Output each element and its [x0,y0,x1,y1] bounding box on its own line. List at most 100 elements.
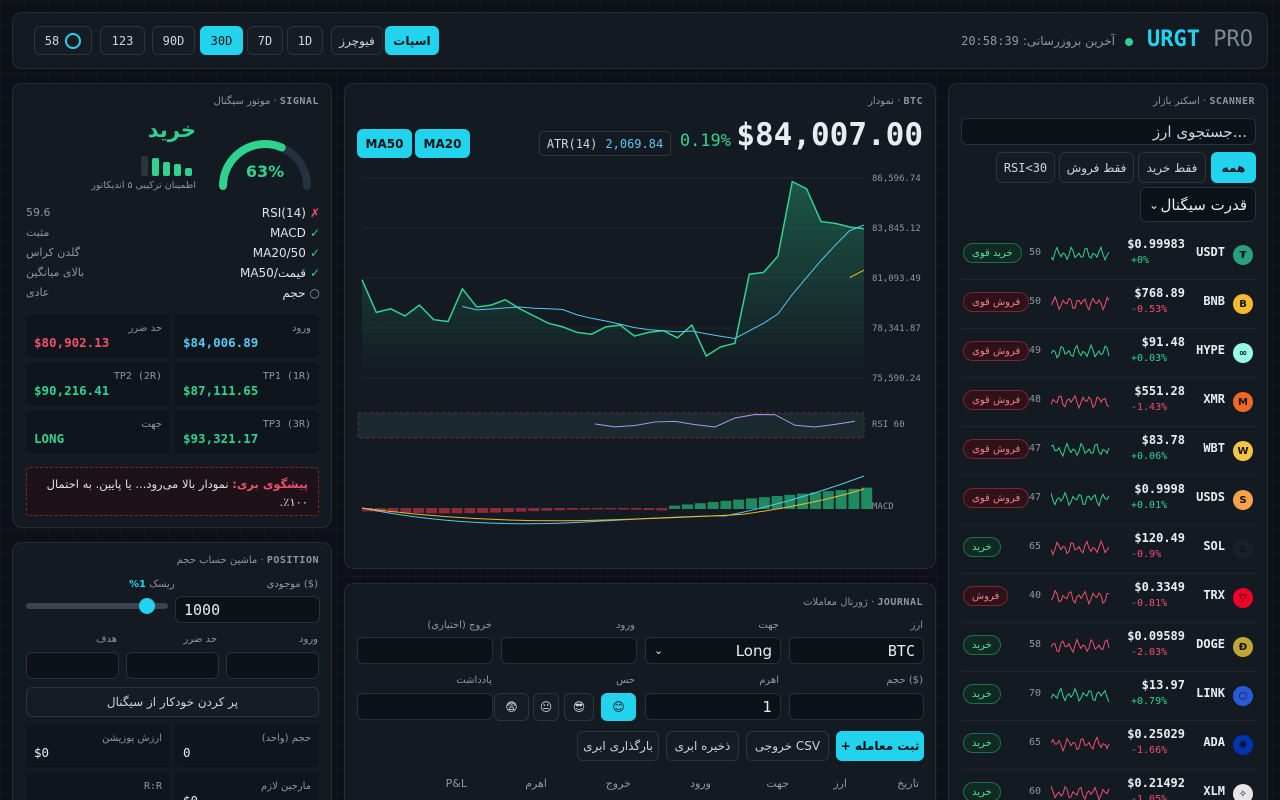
coin-change: +0.06% [1131,451,1168,462]
entry-input[interactable] [226,652,319,679]
scanner-row[interactable]: ≡ SOL $120.49 -0.9% 65 خرید [961,525,1257,574]
direction-select[interactable]: ⌄ Long [645,637,781,664]
filter-sell[interactable]: فقط فروش [1059,152,1134,183]
scanner-row[interactable]: ✧ XLM $0.21492 -1.05% 60 خرید [961,770,1257,800]
scanner-row[interactable]: W WBT $83.78 +0.06% 47 فروش قوی [961,427,1257,476]
export-csv-button[interactable]: خروجی CSV [746,731,829,761]
scanner-row[interactable]: S USDS $0.9998 +0.01% 47 فروش قوی [961,476,1257,525]
sparkline [1051,785,1110,800]
indicator-value: عادی [26,286,50,299]
signal-score: 49 [1029,345,1042,356]
macd-histogram-bar [797,493,809,509]
indicator-status-icon: ✓ [309,226,320,240]
strength-bar [163,162,170,176]
cloud-load-button[interactable]: بارگذاری ابری [577,731,659,761]
leverage-input[interactable]: 1 [645,693,781,720]
signal-badge: خرید [963,733,1001,753]
y-tick-label: 86,596.74 [872,174,921,184]
macd-histogram-bar [477,508,489,513]
timeframe-90d[interactable]: 90D [152,26,195,55]
tab-spot[interactable]: اسپات [385,26,439,55]
coin-price: $0.21492 [1127,776,1185,790]
tp3-level: TP3 (3R) $93,321.17 [175,411,319,453]
timeframe-7d[interactable]: 7D [247,26,283,55]
ma20-toggle[interactable]: MA20 [415,129,470,158]
signal-panel: موتور سیگنال · SIGNAL 63% خرید اطمینان ت… [12,83,332,528]
size-input[interactable] [789,693,924,720]
scanner-row[interactable]: M XMR $551.28 -1.43% 48 فروش قوی [961,378,1257,427]
indicator-status-icon: ✓ [309,266,320,280]
risk-slider[interactable] [26,598,168,614]
mood-label: حس [616,675,635,686]
mood-button-1[interactable]: 😊 [601,693,636,721]
submit-trade-button[interactable]: + ثبت معامله [836,731,924,761]
tab-futures[interactable]: فیوچرز [331,26,383,55]
timeframe-1d[interactable]: 1D [287,26,323,55]
autofill-button[interactable]: پر کردن خودکار از سیگنال [26,687,319,717]
macd-histogram-bar [784,494,796,509]
scanner-row[interactable]: ⬡ LINK $13.97 +0.79% 70 خرید [961,672,1257,721]
timeframe-custom[interactable]: 123 [100,26,145,55]
macd-histogram-bar [413,508,425,514]
scanner-row[interactable]: ₮ USDT $0.99983 +0% 50 خرید قوی [961,231,1257,280]
macd-histogram-bar [554,508,565,511]
mood-button-2[interactable]: 😎 [564,693,594,721]
filter-rsi[interactable]: RSI<30 [996,152,1055,183]
signal-badge: فروش قوی [963,390,1030,410]
signal-badge: فروش [963,586,1009,606]
scanner-row[interactable]: ▽ TRX $0.3349 -0.81% 40 فروش [961,574,1257,623]
asset-input[interactable]: BTC [789,637,924,664]
macd-histogram-bar [464,508,476,514]
refresh-countdown-button[interactable]: 58 [34,26,92,55]
sort-select[interactable]: ⌄ قدرت سیگنال [1140,187,1256,222]
coin-price: $0.25029 [1127,727,1185,741]
prediction-box: پیشگوی بری: نمودار بالا می‌رود... یا پای… [26,467,319,516]
stop-input[interactable] [126,652,219,679]
timeframe-30d[interactable]: 30D [200,26,243,55]
mood-button-4[interactable]: 😨 [494,693,529,721]
cloud-save-button[interactable]: ذخیره ابری [666,731,739,761]
coin-change: +0.01% [1131,500,1168,511]
journal-entry-input[interactable] [501,637,637,664]
direction-label: جهت [758,620,779,631]
coin-symbol: WBT [1203,441,1225,455]
note-input[interactable] [357,693,493,720]
scanner-row[interactable]: ✺ ADA $0.25029 -1.66% 65 خرید [961,721,1257,770]
target-input[interactable] [26,652,119,679]
macd-histogram-bar [682,504,693,509]
macd-histogram-bar [502,508,514,513]
indicator-status-icon: ✓ [309,246,320,260]
refresh-ring-icon [65,32,82,49]
signal-score: 48 [1029,394,1042,405]
scanner-row[interactable]: B BNB $768.89 -0.53% 50 فروش قوی [961,280,1257,329]
indicator-status-icon: ○ [309,286,320,300]
coin-icon: B [1233,294,1253,314]
risk-slider-handle[interactable] [139,598,156,614]
ma50-toggle[interactable]: MA50 [357,129,412,158]
direction-value: Long [735,641,772,660]
refresh-count: 58 [44,33,60,48]
filter-all[interactable]: همه [1211,152,1256,183]
filter-buy[interactable]: فقط خرید [1138,152,1206,183]
scanner-row[interactable]: ∞ HYPE $91.48 +0.03% 49 فروش قوی [961,329,1257,378]
macd-histogram-bar [605,508,617,510]
sparkline [1051,539,1110,557]
note-label: یادداشت [456,675,492,686]
sparkline [1051,442,1110,458]
coin-icon: ₮ [1233,245,1253,265]
sparkline [1051,687,1110,703]
tp1-level: TP1 (1R) $87,111.65 [175,363,319,405]
risk-label: ریسک 1% [129,579,175,590]
indicator-row: ✓MACD مثبت [13,226,331,244]
exit-input[interactable] [357,637,493,664]
size-label: حجم ($) [886,675,923,686]
position-panel: ماشین حساب حجم · POSITION موجودی ($) 100… [12,542,332,800]
balance-input[interactable]: 1000 [175,596,320,623]
value-cell: ارزش پوزیشن $0 [26,725,170,767]
risk-value: 1% [129,579,146,590]
strength-bars [141,154,192,176]
scanner-row[interactable]: Ð DOGE $0.09589 -2.03% 58 خرید [961,623,1257,672]
mood-button-3[interactable]: 😐 [533,693,559,721]
coin-change: -1.05% [1131,794,1168,800]
scanner-search-input[interactable]: جستجوی ارز... [961,118,1256,145]
